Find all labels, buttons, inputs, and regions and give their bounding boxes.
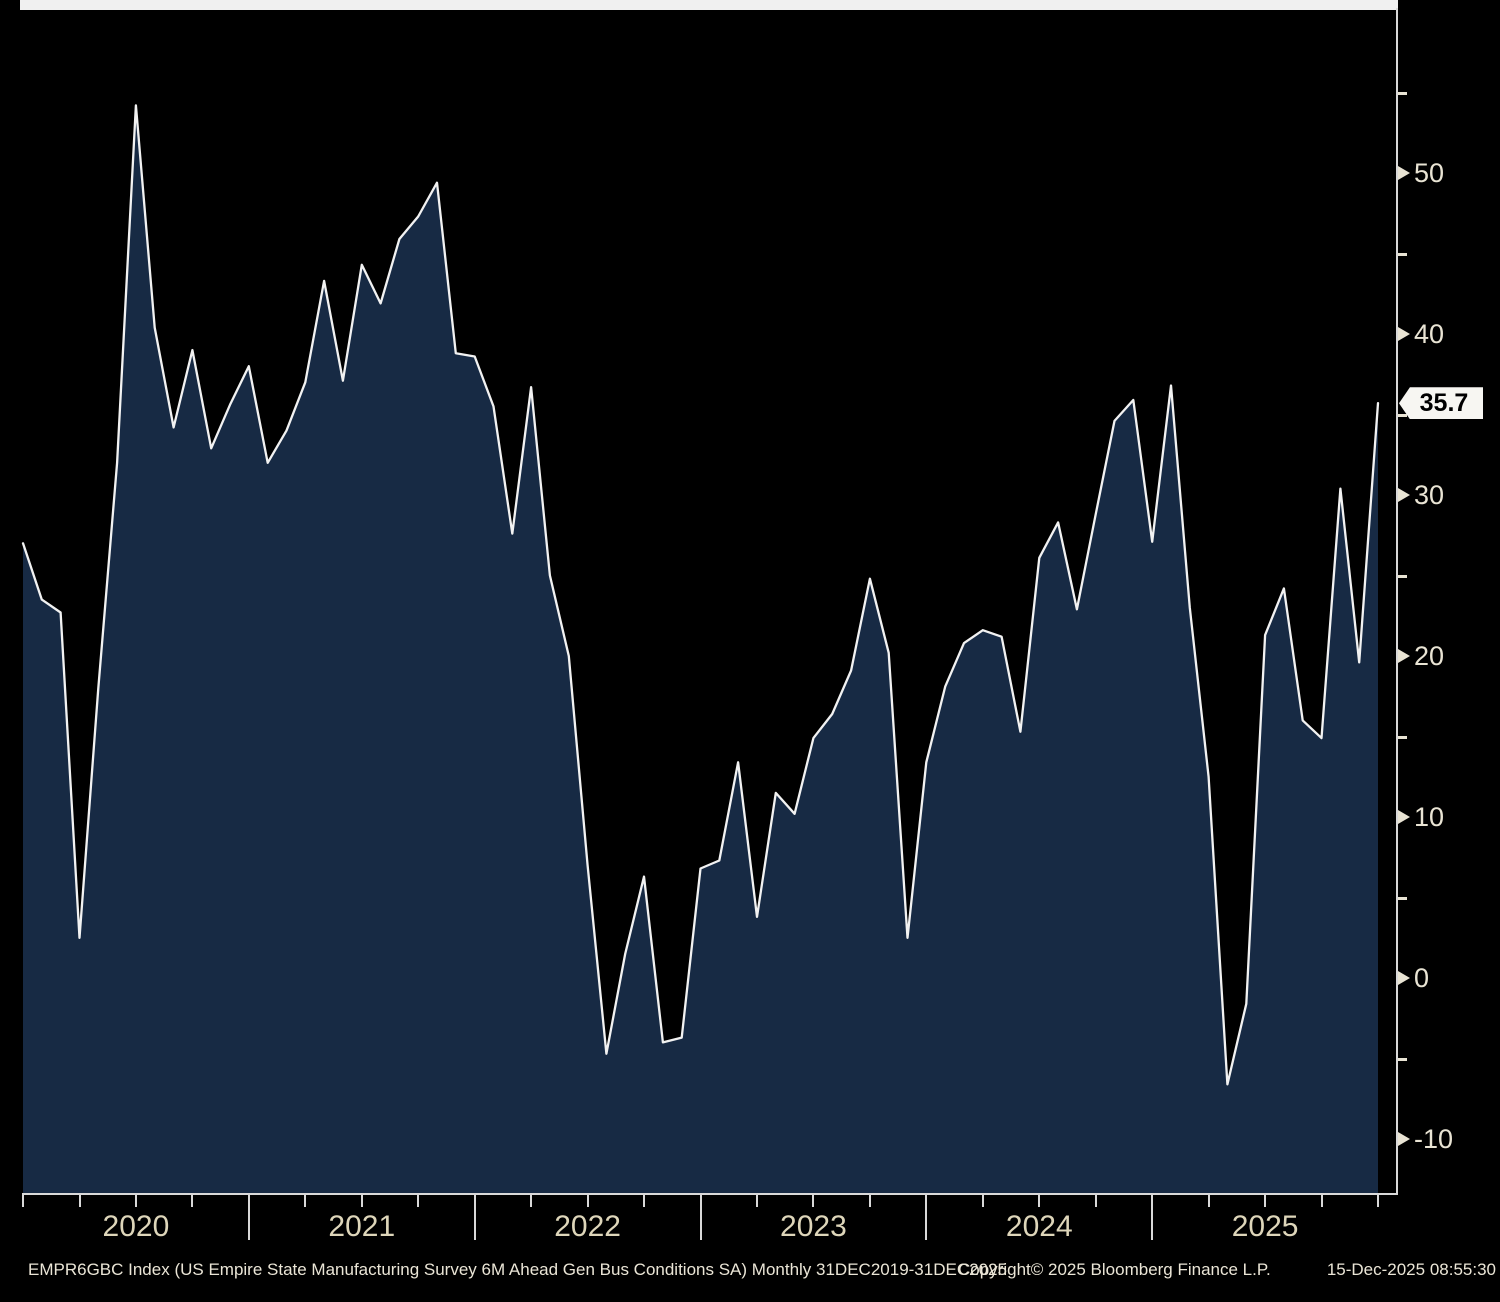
x-tick-quarter [1320, 1195, 1323, 1207]
area-fill [23, 105, 1378, 1193]
x-tick-quarter [78, 1195, 81, 1207]
y-tick-label: 20 [1414, 641, 1445, 671]
x-year-label: 2024 [1005, 1210, 1073, 1243]
x-tick-quarter [191, 1195, 194, 1207]
x-tick-quarter [22, 1195, 24, 1207]
y-tick-minor [1398, 413, 1407, 417]
x-tick-quarter [360, 1195, 363, 1207]
x-tick-quarter [1264, 1195, 1267, 1207]
y-axis-line [1396, 8, 1398, 1194]
x-tick-quarter [1377, 1195, 1379, 1207]
x-year-label: 2025 [1231, 1210, 1299, 1243]
x-tick-year [699, 1195, 702, 1240]
copyright-text: Copyright© 2025 Bloomberg Finance L.P. [958, 1260, 1271, 1279]
x-tick-year [1151, 1195, 1154, 1240]
y-tick-arrow [1398, 488, 1410, 502]
x-tick-quarter [643, 1195, 645, 1207]
last-value-tag: 35.7 [1399, 387, 1483, 420]
x-tick-quarter [1038, 1195, 1041, 1207]
x-tick-quarter [868, 1195, 871, 1207]
y-tick-label: 0 [1414, 963, 1430, 993]
y-tick-label: -10 [1414, 1124, 1454, 1154]
y-tick-minor [1398, 91, 1407, 95]
x-tick-year [925, 1195, 928, 1240]
y-tick-minor [1398, 896, 1407, 900]
x-tick-quarter [586, 1195, 589, 1207]
series-line [21, 104, 1380, 1086]
y-tick-minor [1398, 574, 1407, 578]
x-tick-quarter [1207, 1195, 1210, 1207]
x-year-label: 2023 [780, 1210, 847, 1243]
y-tick-arrow [1398, 971, 1410, 985]
x-year-label: 2022 [554, 1210, 621, 1243]
footer-bar: EMPR6GBC Index (US Empire State Manufact… [0, 1258, 1500, 1286]
y-tick-arrow [1398, 327, 1410, 341]
y-tick-minor [1398, 1057, 1407, 1061]
top-border-strip [20, 0, 1398, 10]
x-year-label: 2020 [102, 1210, 170, 1243]
y-tick-minor [1398, 252, 1407, 256]
x-tick-quarter [304, 1195, 307, 1207]
x-tick-quarter [1094, 1195, 1097, 1207]
x-tick-year [247, 1195, 250, 1240]
y-tick-label: 10 [1414, 802, 1445, 832]
y-tick-arrow [1398, 1132, 1410, 1146]
timestamp-text: 15-Dec-2025 08:55:30 [1326, 1260, 1496, 1279]
x-tick-quarter [812, 1195, 815, 1207]
y-tick-arrow [1398, 166, 1410, 180]
x-tick-quarter [981, 1195, 984, 1207]
x-tick-year [473, 1195, 476, 1240]
x-tick-quarter [134, 1195, 137, 1207]
x-year-label: 2021 [328, 1210, 396, 1243]
ticker-description: EMPR6GBC Index (US Empire State Manufact… [28, 1260, 1007, 1279]
y-tick-label: 40 [1414, 319, 1445, 349]
x-axis-line [22, 1193, 1398, 1195]
x-tick-quarter [530, 1195, 533, 1207]
y-tick-arrow [1398, 649, 1410, 663]
y-tick-minor [1398, 735, 1407, 739]
y-tick-label: 30 [1414, 480, 1445, 510]
x-tick-quarter [417, 1195, 420, 1207]
y-tick-label: 50 [1414, 158, 1445, 188]
y-tick-arrow [1398, 810, 1410, 824]
x-tick-quarter [756, 1195, 758, 1207]
